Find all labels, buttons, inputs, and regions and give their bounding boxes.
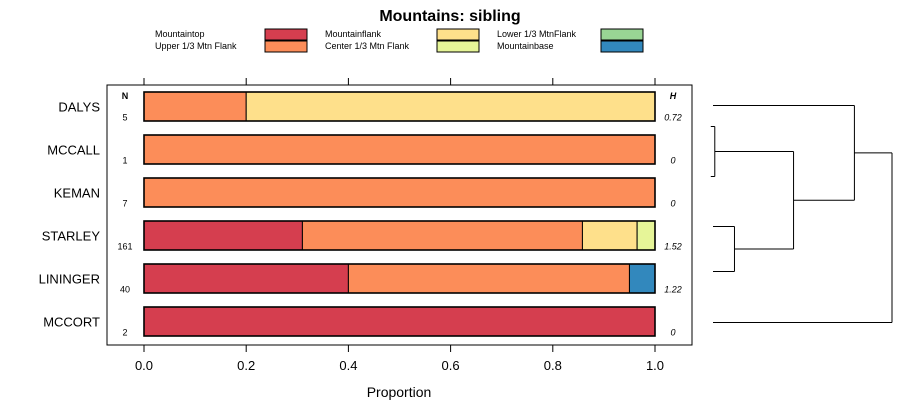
bar-segment [143, 306, 656, 337]
legend-label: Mountainbase [497, 41, 554, 51]
h-value: 0.72 [664, 113, 682, 123]
bar-outline [143, 263, 656, 294]
n-value: 2 [122, 328, 127, 338]
legend-label: Center 1/3 Mtn Flank [325, 41, 410, 51]
h-value: 0 [670, 199, 675, 209]
h-value: 0 [670, 328, 675, 338]
bar-segment [628, 263, 656, 294]
dendrogram [710, 105, 893, 323]
n-value: 40 [120, 285, 130, 295]
h-header: H [670, 91, 677, 101]
legend-swatch [436, 40, 480, 53]
bar-segment [143, 134, 656, 165]
bar-outline [143, 220, 656, 251]
n-value: 5 [122, 113, 127, 123]
legend-swatch [264, 28, 308, 41]
x-tick-label: 0.2 [237, 358, 255, 373]
legend-swatch [436, 28, 480, 41]
legend-label: Upper 1/3 Mtn Flank [155, 41, 237, 51]
x-tick-label: 0.0 [135, 358, 153, 373]
category-label: MCCALL [47, 143, 100, 158]
bars-group: DALYS 5 0.72 MCCALL 1 0 KEMAN 7 0 STARLEY 161 1.52 L… [39, 91, 682, 338]
bar-outline [143, 134, 656, 165]
chart-title: Mountains: sibling [379, 8, 520, 25]
legend-swatch [600, 40, 644, 53]
legend-label: Mountaintop [155, 29, 205, 39]
category-label: KEMAN [54, 186, 100, 201]
bar-segment [143, 220, 303, 251]
legend-label: Mountainflank [325, 29, 382, 39]
x-axis-label: Proportion [367, 384, 432, 400]
bar-segment [301, 220, 583, 251]
bar-segment [143, 177, 656, 208]
bar-segment [347, 263, 630, 294]
legend: Mountaintop Upper 1/3 Mtn Flank Mountainfl… [155, 28, 644, 53]
x-axis: 0.0 0.2 0.4 0.6 0.8 1.0 [135, 78, 664, 373]
category-label: LININGER [39, 272, 100, 287]
n-value: 161 [117, 242, 132, 252]
bar-segment [581, 220, 638, 251]
legend-label: Lower 1/3 MtnFlank [497, 29, 577, 39]
bar-outline [143, 177, 656, 208]
bar-segment [143, 91, 247, 122]
x-tick-label: 0.6 [442, 358, 460, 373]
bar-segment [245, 91, 656, 122]
legend-swatch [600, 28, 644, 41]
x-tick-label: 0.4 [339, 358, 357, 373]
plot-frame [106, 84, 693, 346]
h-value: 0 [670, 156, 675, 166]
bar-outline [143, 306, 656, 337]
category-label: MCCORT [43, 315, 100, 330]
n-header: N [122, 91, 129, 101]
bar-outline [143, 91, 656, 122]
n-value: 1 [122, 156, 127, 166]
n-value: 7 [122, 199, 127, 209]
bar-segment [636, 220, 656, 251]
h-value: 1.52 [664, 242, 682, 252]
legend-swatch [264, 40, 308, 53]
category-label: STARLEY [42, 229, 101, 244]
x-tick-label: 0.8 [544, 358, 562, 373]
h-value: 1.22 [664, 285, 682, 295]
bar-segment [143, 263, 349, 294]
x-tick-label: 1.0 [646, 358, 664, 373]
category-label: DALYS [58, 100, 100, 115]
